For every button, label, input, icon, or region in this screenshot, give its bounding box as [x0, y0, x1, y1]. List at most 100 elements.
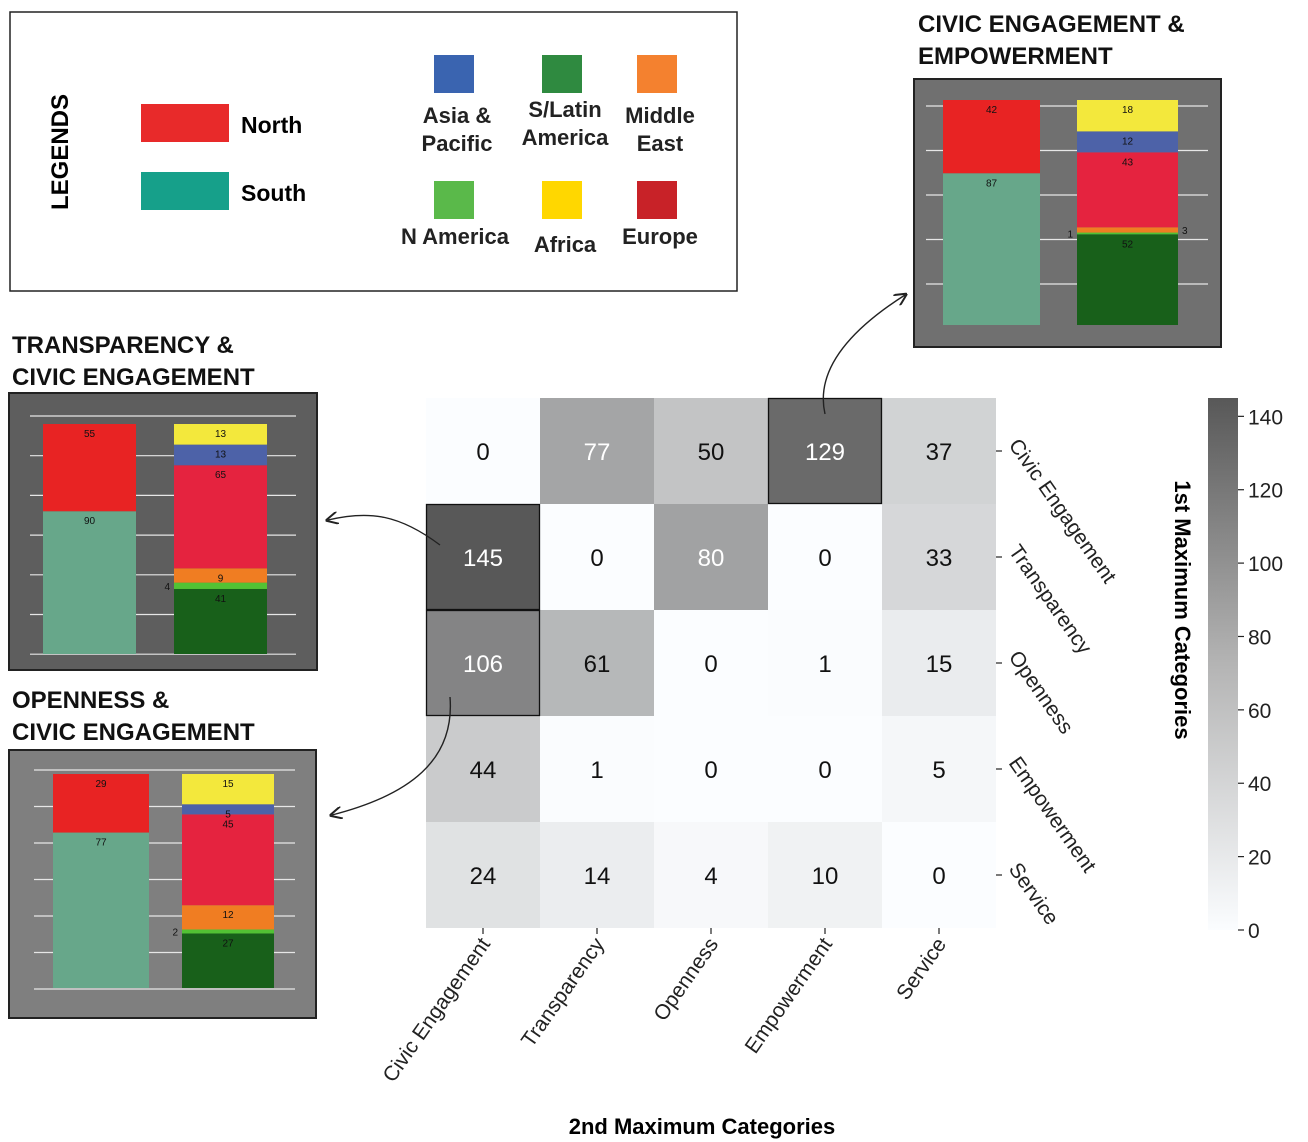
inset-1-bar-1-label-2: 3: [1182, 226, 1188, 237]
legend-label-region-3-line-0: N America: [401, 224, 510, 249]
inset-2-bar-1-segment-0: [174, 588, 267, 654]
heatmap-x-tick-labels: Civic Engagement Transparency Openness Empo…: [379, 928, 951, 1086]
inset-1-title-line-1: EMPOWERMENT: [918, 43, 1113, 70]
heatmap-cell-label-4-4: 0: [932, 863, 945, 890]
heatmap-cell-3-3: [768, 716, 882, 822]
colorbar-tick-label-7: 140: [1248, 406, 1283, 429]
y-tick-label-2: Openness: [1004, 647, 1078, 739]
legend-label-region-5-line-0: Europe: [622, 224, 698, 249]
x-tick-label-2: Openness: [649, 934, 723, 1026]
heatmap-cell-label-1-1: 0: [590, 545, 603, 572]
heatmap-cell-label-4-2: 4: [704, 863, 717, 890]
heatmap-cell-0-1: [540, 398, 654, 504]
heatmap-cell-label-1-4: 33: [926, 545, 953, 572]
colorbar-gradient: [1208, 398, 1238, 930]
inset-3-bar-1-segment-2: [182, 905, 274, 930]
inset-3-bar-1-segment-4: [182, 804, 274, 815]
heatmap-cell-1-2: [654, 504, 768, 610]
inset-2-bar-1-segment-1: [174, 582, 267, 589]
legend-swatch-region-4: [542, 181, 582, 219]
inset-chart-2: TRANSPARENCY & CIVIC ENGAGEMENT 90 55 41 4 9 65…: [8, 332, 318, 671]
heatmap-highlight-0: [767, 397, 883, 505]
inset-2-title-line-1: CIVIC ENGAGEMENT: [12, 364, 255, 391]
inset-2-bar-1-label-3: 65: [215, 470, 227, 481]
heatmap-cell-0-2: [654, 398, 768, 504]
heatmap-cell-3-2: [654, 716, 768, 822]
colorbar-tick-label-0: 0: [1248, 920, 1260, 943]
legend-label-north: North: [241, 112, 302, 138]
colorbar-tick-label-5: 100: [1248, 553, 1283, 576]
inset-3-title-line-0: OPENNESS &: [12, 687, 169, 714]
inset-2-bar-0-label-1: 55: [84, 429, 96, 440]
heatmap-cell-label-4-0: 24: [470, 863, 497, 890]
inset-3-bar-1-label-1: 2: [172, 927, 178, 938]
inset-3-bar-1-segment-3: [182, 814, 274, 906]
colorbar-tick-label-2: 40: [1248, 773, 1271, 796]
heatmap-cell-label-1-2: 80: [698, 545, 725, 572]
x-tick-label-1: Transparency: [517, 933, 609, 1051]
inset-1-bar-1-label-0: 52: [1122, 239, 1134, 250]
heatmap-cell-4-0: [426, 822, 540, 928]
inset-3-bar-1-label-4: 5: [225, 809, 231, 820]
heatmap-cell-1-3: [768, 504, 882, 610]
heatmap-cell-4-4: [882, 822, 996, 928]
heatmap-cell-1-0: [426, 504, 540, 610]
legend-label-south: South: [241, 180, 306, 206]
inset-1-bar-1-segment-5: [1077, 100, 1178, 132]
legend-title: LEGENDS: [47, 94, 74, 210]
heatmap-cell-2-1: [540, 610, 654, 716]
inset-3-bar-1-label-2: 12: [222, 910, 234, 921]
arrow-to-openness-civic: [332, 696, 452, 815]
inset-1-bar-1-segment-3: [1077, 152, 1178, 228]
y-axis-label: 1st Maximum Categories: [1170, 480, 1195, 739]
legend-label-region-2-line-0: Middle: [625, 103, 695, 128]
heatmap-cell-label-3-3: 0: [818, 757, 831, 784]
inset-3-title-line-1: CIVIC ENGAGEMENT: [12, 719, 255, 746]
legend-swatch-region-2: [637, 55, 677, 93]
legend-label-region-2-line-1: East: [637, 131, 684, 156]
colorbar-tick-label-1: 20: [1248, 847, 1271, 870]
heatmap-cell-label-3-0: 44: [470, 757, 497, 784]
heatmap-cell-label-0-2: 50: [698, 439, 725, 466]
inset-1-bar-0-segment-0: [943, 173, 1040, 325]
arrow-to-civic-empowerment: [822, 295, 905, 415]
inset-1-title-line-0: CIVIC ENGAGEMENT &: [918, 11, 1185, 38]
heatmap-cell-label-0-4: 37: [926, 439, 953, 466]
heatmap-cell-3-1: [540, 716, 654, 822]
inset-1-bar-1-label-4: 12: [1122, 136, 1134, 147]
heatmap-cell-label-0-1: 77: [584, 439, 611, 466]
inset-3-bar-1-segment-0: [182, 933, 274, 988]
inset-1-bar-1-segment-2: [1077, 227, 1178, 233]
inset-1-bar-0-label-0: 87: [986, 178, 998, 189]
heatmap-y-tick-labels: Civic EngagementTransparencyOpennessEmpo…: [996, 435, 1121, 930]
heatmap-cell-label-0-0: 0: [476, 439, 489, 466]
inset-2-bar-1-segment-3: [174, 465, 267, 569]
inset-1-bar-1-label-3: 43: [1122, 157, 1134, 168]
inset-3-bar-0-segment-0: [53, 832, 149, 988]
colorbar-ticks: 0 20 40 60 80 100 120 140: [1238, 406, 1283, 943]
inset-2-bar-1-segment-4: [174, 444, 267, 466]
heatmap-cell-2-2: [654, 610, 768, 716]
y-tick-label-4: Service: [1004, 859, 1063, 930]
y-tick-label-3: Empowerment: [1004, 753, 1101, 877]
heatmap-cell-3-0: [426, 716, 540, 822]
inset-1-bar-1-segment-1: [1077, 232, 1178, 235]
heatmap-highlight-1: [425, 503, 541, 611]
legend-items: North South Asia & Pacific S/Latin America Mid…: [141, 55, 698, 257]
legend-swatch-north: [141, 104, 229, 142]
legend-label-region-1-line-1: America: [522, 125, 610, 150]
heatmap-cell-3-4: [882, 716, 996, 822]
inset-2-title-line-0: TRANSPARENCY &: [12, 332, 234, 359]
inset-1-bar-1-label-1: 1: [1067, 229, 1073, 240]
legend-swatch-region-0: [434, 55, 474, 93]
heatmap-cell-label-4-1: 14: [584, 863, 611, 890]
heatmap-cell-label-1-0: 145: [463, 545, 503, 572]
inset-3-bar-1-label-0: 27: [222, 938, 234, 949]
colorbar-tick-label-6: 120: [1248, 480, 1283, 503]
legend-frame: [9, 11, 738, 292]
heatmap-highlight-2: [425, 609, 541, 717]
legend-label-region-4-line-0: Africa: [534, 232, 597, 257]
inset-chart-1: CIVIC ENGAGEMENT & EMPOWERMENT 87 42 52 1 3 43 1…: [913, 11, 1222, 348]
